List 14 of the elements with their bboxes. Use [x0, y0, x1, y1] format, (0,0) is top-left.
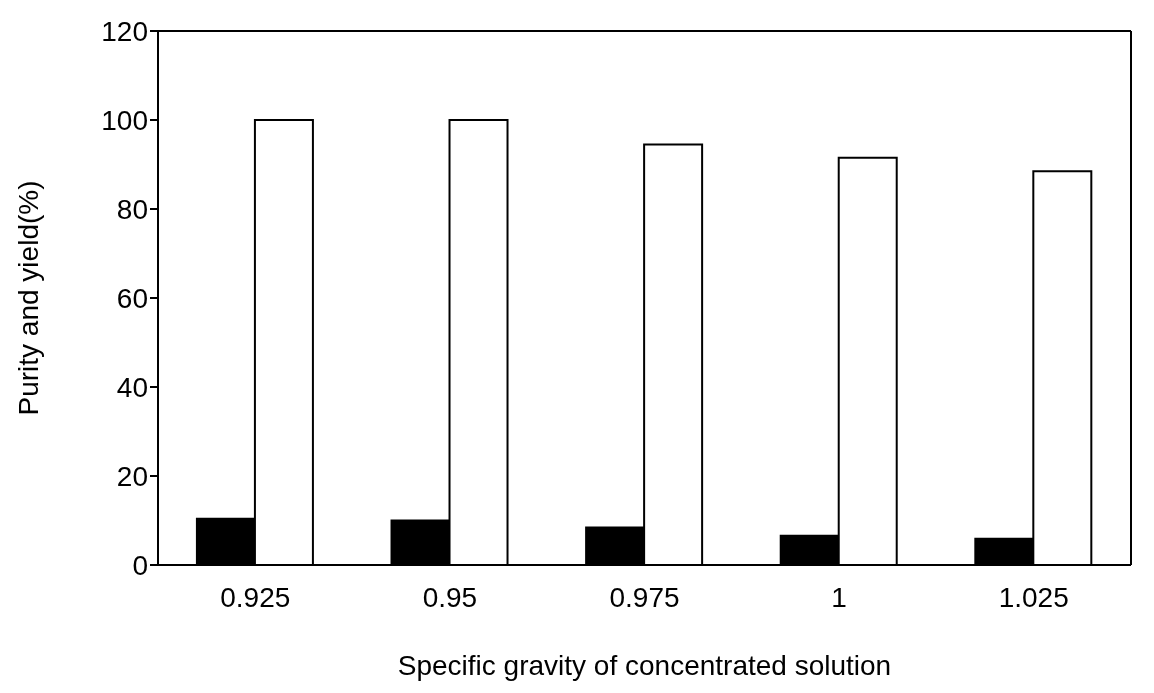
y-axis-title: Purity and yield(%): [12, 180, 44, 416]
x-tick-label: 0.925: [220, 581, 291, 613]
x-axis-title: Specific gravity of concentrated solution: [397, 650, 892, 681]
x-tick-label: 0.95: [422, 581, 478, 613]
x-tick-label: 0.975: [609, 581, 680, 613]
x-tick-label: 1: [831, 581, 847, 613]
y-tick-label: 20: [116, 460, 148, 492]
y-tick-label: 0: [132, 549, 148, 581]
y-tick-label: 60: [116, 282, 148, 314]
y-tick-label: 40: [116, 371, 148, 403]
y-tick-label: 100: [101, 104, 148, 136]
y-tick-label: 120: [101, 15, 148, 47]
y-tick-label: 80: [116, 193, 148, 225]
x-tick-label: 1.025: [998, 581, 1069, 613]
